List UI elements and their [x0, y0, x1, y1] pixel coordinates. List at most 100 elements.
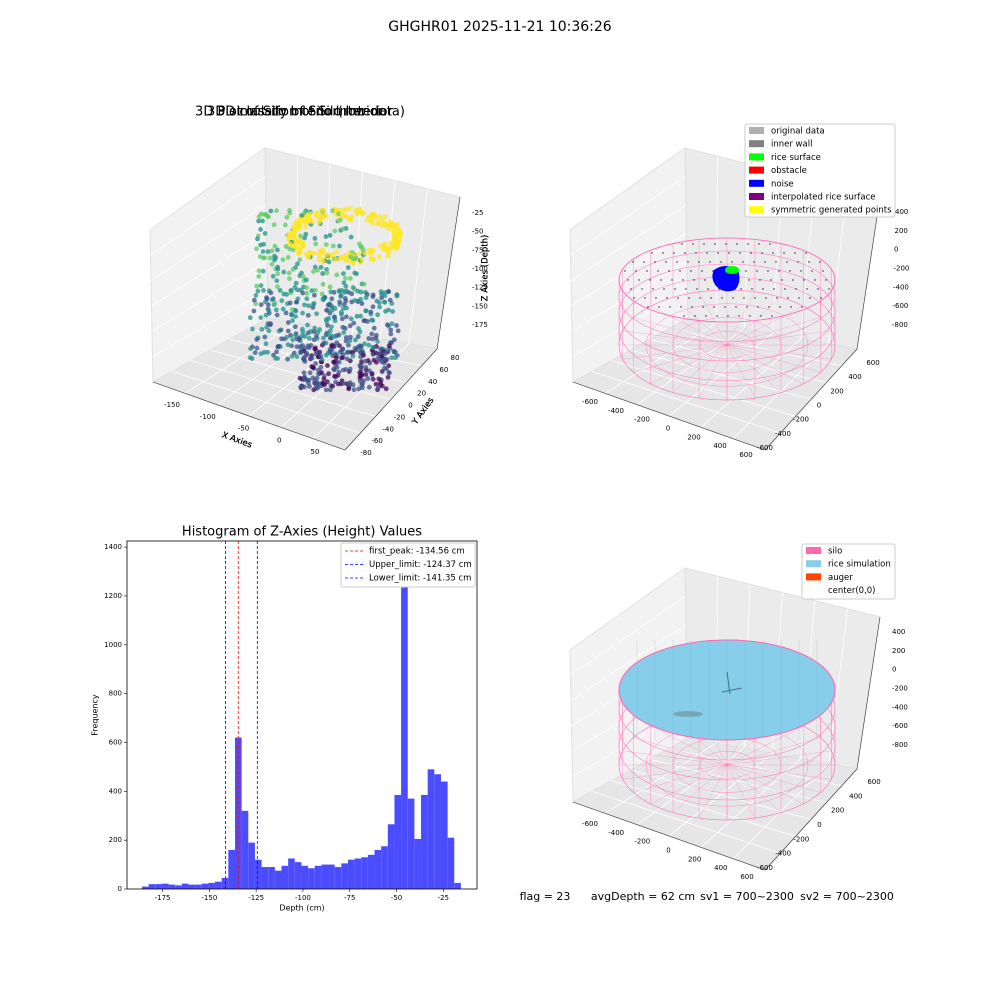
scatter-point: [311, 387, 317, 393]
legend-label: inner wall: [771, 140, 812, 150]
grid-dot: [680, 306, 682, 308]
legend-box: [340, 542, 476, 588]
grid-dot: [654, 261, 656, 263]
subplot-title: Histogram of Z-Axies (Height) Values: [182, 525, 422, 540]
scatter-point: [343, 275, 348, 281]
scatter-point: [337, 243, 342, 249]
scatter-point: [271, 222, 277, 228]
histogram-bar: [440, 781, 448, 889]
grid-dot: [649, 279, 651, 281]
scatter-point: [300, 274, 306, 280]
scatter-point: [325, 322, 330, 328]
grid-dot: [682, 279, 684, 281]
scatter-point: [348, 254, 354, 260]
grid-dot: [691, 306, 693, 308]
scatter-point: [366, 336, 372, 341]
scatter-point: [266, 328, 272, 334]
scatter-point: [293, 314, 298, 319]
scatter-point: [382, 351, 388, 356]
scatter-point: [324, 270, 330, 276]
scatter-point: [287, 300, 293, 306]
scatter-point: [368, 218, 374, 224]
grid-dot: [795, 288, 797, 290]
legend-swatch: [749, 127, 764, 134]
scatter-point: [359, 301, 365, 306]
scatter-point: [356, 241, 362, 247]
grid-dot: [657, 270, 659, 272]
grid-dot: [767, 270, 769, 272]
legend-label: auger: [828, 573, 853, 583]
pane-grid: [408, 188, 428, 344]
scatter-point: [374, 298, 380, 304]
scatter-point: [383, 386, 389, 392]
scatter-point: [312, 346, 318, 352]
scatter-point: [297, 218, 303, 223]
scatter-point: [340, 207, 346, 213]
grid-dot: [676, 261, 678, 263]
scatter-point: [331, 359, 337, 365]
grid-dot: [742, 261, 744, 263]
scatter-point: [318, 353, 324, 359]
x-tick-label: 0: [277, 436, 281, 444]
scatter-point: [326, 259, 332, 265]
scatter-point: [294, 354, 300, 359]
scatter-point: [307, 211, 313, 217]
scatter-point: [320, 281, 326, 287]
histogram-bar: [421, 794, 428, 889]
x-tick-label: -400: [608, 407, 624, 415]
scatter-point: [394, 242, 400, 248]
scatter-point: [387, 297, 393, 303]
z-tick-label: -125: [472, 284, 488, 292]
grid-dot: [743, 297, 745, 299]
scatter-point: [375, 385, 381, 391]
scatter-point: [389, 321, 395, 327]
z-tick-label: -150: [472, 302, 488, 310]
y-tick-label: 600: [109, 738, 122, 746]
histogram-bar: [195, 884, 202, 889]
x-tick-label: 50: [311, 448, 320, 456]
scatter-point: [302, 384, 307, 390]
pane-grid: [152, 289, 268, 358]
scatter-point: [263, 312, 269, 318]
scatter-point: [256, 268, 262, 274]
z-tick-label: -200: [892, 685, 908, 693]
scatter-point: [376, 219, 382, 225]
scatter-point: [293, 308, 299, 314]
scatter-point: [274, 208, 279, 214]
scatter-point: [328, 333, 334, 339]
scatter-point: [348, 316, 354, 322]
scatter-point: [368, 309, 374, 315]
grid-dot: [635, 270, 637, 272]
scatter-point: [251, 297, 257, 303]
grid-dot: [671, 279, 673, 281]
plot-frame: [126, 540, 478, 890]
scatter-point: [366, 384, 372, 390]
scatter-point: [358, 296, 364, 302]
grid-dot: [694, 315, 696, 317]
grid-dot: [797, 261, 799, 263]
scatter-point: [283, 310, 289, 316]
scatter-point: [287, 210, 293, 216]
scatter-point: [312, 378, 318, 383]
scatter-point: [274, 312, 280, 318]
scatter-point: [258, 315, 264, 321]
x-tick-label: -200: [634, 416, 650, 424]
scatter-point: [345, 265, 351, 270]
histogram-bar: [328, 864, 335, 889]
grid-dot: [789, 270, 791, 272]
scatter-point: [304, 285, 310, 291]
scatter-point: [321, 376, 327, 382]
grid-dot: [765, 297, 767, 299]
scatter-point: [376, 376, 382, 382]
z-axis-line: [856, 616, 881, 770]
grid-dot: [710, 297, 712, 299]
scatter-point: [251, 308, 257, 314]
scatter-point: [388, 331, 394, 337]
x-tick-label: 200: [687, 433, 700, 441]
legend-swatch: [806, 560, 821, 568]
scatter-point: [298, 384, 304, 390]
y-tick-label: -400: [775, 850, 791, 858]
scatter-point: [297, 222, 303, 228]
subplot-title: 3D simulation of Silo Interior: [207, 105, 394, 120]
scatter-point: [382, 242, 388, 248]
